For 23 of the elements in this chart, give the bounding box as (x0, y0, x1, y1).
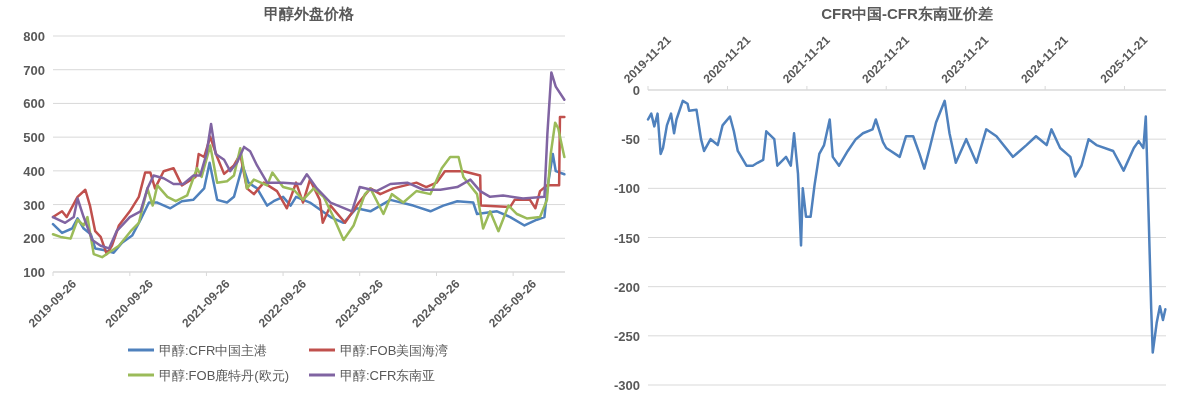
chart-title: 甲醇外盘价格 (264, 5, 355, 22)
chart-title: CFR中国-CFR东南亚价差 (821, 5, 993, 22)
y-tick-label: -50 (621, 132, 640, 148)
line-series (646, 99, 1167, 354)
y-tick-label: 200 (23, 231, 45, 247)
y-tick-label: -100 (613, 181, 640, 197)
y-tick-label: 500 (23, 130, 45, 146)
legend-label: 甲醇:CFR东南亚 (340, 368, 436, 383)
y-tick-label: -150 (613, 230, 640, 246)
y-tick-label: 100 (23, 265, 45, 280)
y-tick-label: 300 (23, 197, 45, 213)
legend-label: 甲醇:FOB美国海湾 (340, 343, 449, 358)
legend-label: 甲醇:CFR中国主港 (159, 343, 268, 358)
y-tick-label: 800 (23, 29, 45, 44)
y-tick-label: -300 (613, 378, 640, 393)
y-tick-label: 600 (23, 96, 45, 112)
y-tick-label: -200 (613, 279, 640, 295)
y-tick-label: -250 (613, 328, 640, 344)
y-tick-label: 0 (632, 83, 640, 98)
y-tick-label: 700 (23, 62, 45, 78)
legend-label: 甲醇:FOB鹿特丹(欧元) (159, 368, 289, 383)
y-tick-label: 400 (23, 163, 45, 179)
line-series (51, 71, 566, 250)
